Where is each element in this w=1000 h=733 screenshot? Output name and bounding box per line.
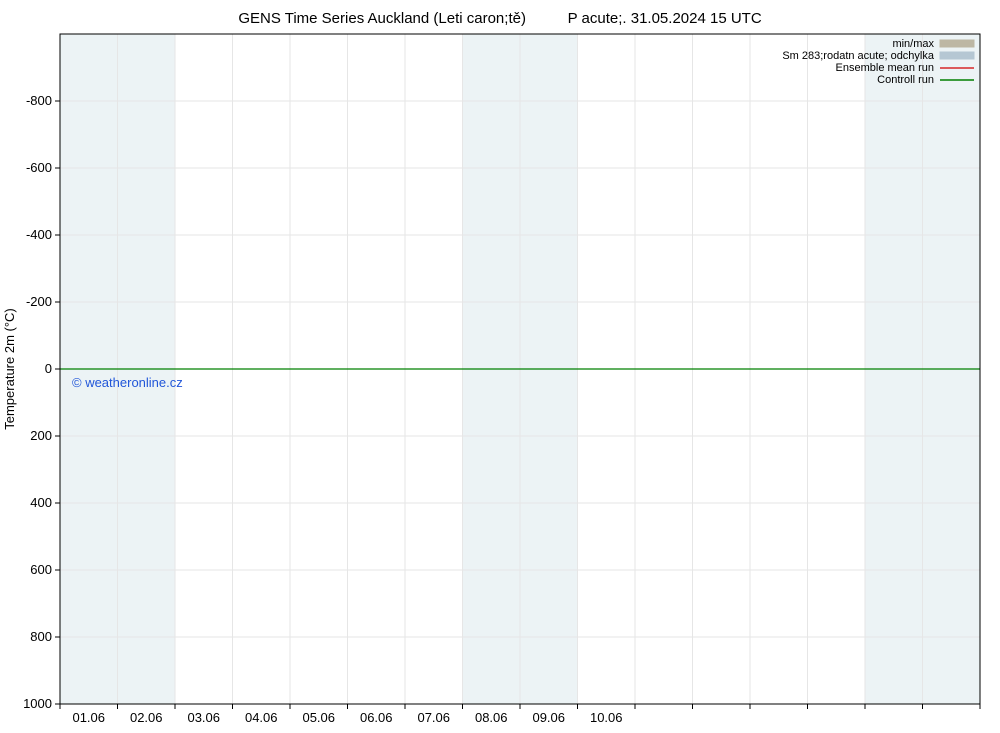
y-tick-label: 1000 — [23, 696, 52, 711]
legend-item-label: Sm 283;rodatn acute; odchylka — [782, 50, 935, 62]
y-tick-label: -400 — [26, 227, 52, 242]
y-tick-label: -600 — [26, 160, 52, 175]
watermark-text: © weatheronline.cz — [72, 375, 183, 390]
x-tick-label: 09.06 — [532, 710, 565, 725]
legend-item-label: Ensemble mean run — [836, 62, 934, 74]
legend-item-label: Controll run — [877, 74, 934, 86]
y-tick-label: 400 — [30, 495, 52, 510]
x-tick-label: 08.06 — [475, 710, 508, 725]
y-tick-label: 0 — [45, 361, 52, 376]
x-tick-label: 04.06 — [245, 710, 278, 725]
legend-item-label: min/max — [892, 38, 934, 50]
x-tick-label: 06.06 — [360, 710, 393, 725]
x-tick-label: 07.06 — [417, 710, 450, 725]
x-tick-label: 10.06 — [590, 710, 623, 725]
y-tick-label: 800 — [30, 629, 52, 644]
y-tick-label: -800 — [26, 93, 52, 108]
x-tick-label: 02.06 — [130, 710, 163, 725]
y-tick-label: 200 — [30, 428, 52, 443]
time-series-chart: -800 -600 -400 -200 0 200 400 600 800 1000 01.06 02… — [0, 0, 1000, 733]
chart-title-right: P acute;. 31.05.2024 15 UTC — [568, 10, 762, 27]
chart-title-left: GENS Time Series Auckland (Leti caron;tě… — [238, 10, 526, 27]
y-tick-label: -200 — [26, 294, 52, 309]
y-tick-label: 600 — [30, 562, 52, 577]
y-axis-label: Temperature 2m (°C) — [2, 308, 17, 430]
x-tick-label: 03.06 — [187, 710, 220, 725]
x-tick-label: 01.06 — [72, 710, 105, 725]
x-tick-label: 05.06 — [302, 710, 335, 725]
